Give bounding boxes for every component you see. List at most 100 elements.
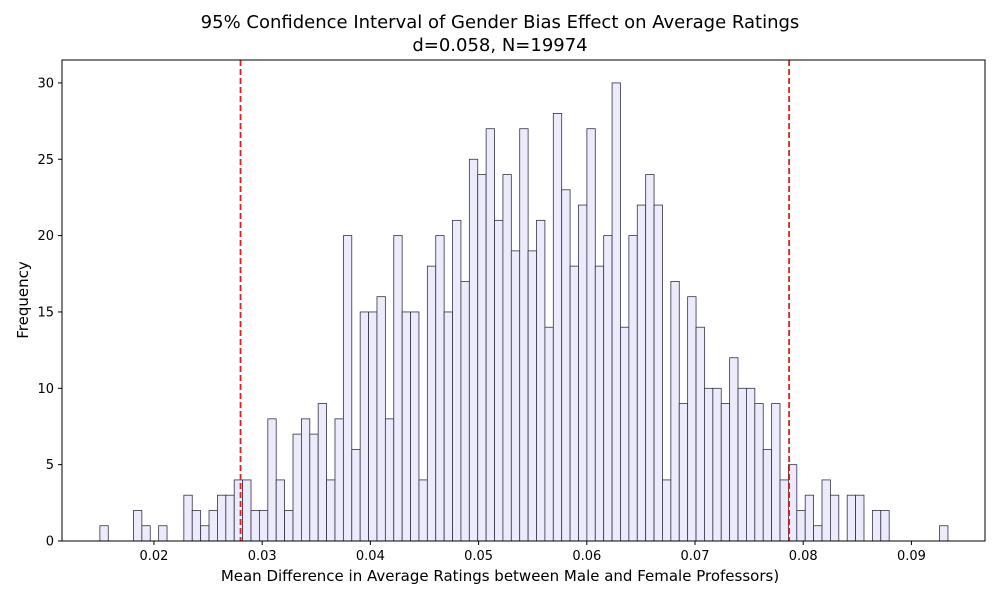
x-tick-label: 0.08 [789,549,818,564]
histogram-bar [468,158,479,542]
histogram-bar [578,204,588,542]
histogram-bar [779,479,789,542]
histogram-bar [586,128,596,542]
histogram-bar [561,189,571,542]
y-tick-label: 30 [37,76,54,91]
histogram-bar [620,326,630,542]
histogram-bar [611,82,621,542]
histogram-bar [99,525,109,542]
histogram-bar [678,403,689,542]
axes-group: 0.02 0.03 0.04 0.05 0.06 0.07 0.08 0.09 0 5 10 15 20… [37,59,986,564]
histogram-bar [804,494,815,542]
histogram-bar [191,510,202,542]
histogram-bar [939,525,949,542]
histogram-bar [519,128,529,542]
histogram-bar [158,525,168,542]
histogram-bar [242,479,252,542]
histogram-bar [494,219,504,542]
histogram-bar [653,204,663,542]
histogram-bar [829,494,840,542]
plot-frame [61,59,986,542]
histogram-bar [359,311,369,542]
histogram-bar [813,525,823,542]
histogram-bar [183,494,193,542]
histogram-bar [527,250,537,542]
y-tick-label: 10 [37,382,54,397]
histogram-bar [704,387,714,542]
ci-lines-group [239,60,791,541]
bars-group [99,82,949,542]
histogram-bar [662,479,672,542]
histogram-bar [384,418,395,542]
y-tick-label: 5 [46,458,54,473]
histogram-bar [443,311,453,542]
y-tick-label: 25 [37,153,54,168]
x-tick-label: 0.06 [572,549,601,564]
histogram-bar [569,265,579,542]
histogram-bar [636,204,647,542]
histogram-bar [628,235,638,542]
histogram-bar [393,235,403,542]
x-tick-label: 0.07 [681,549,710,564]
x-tick-label: 0.03 [248,549,277,564]
histogram-bar [502,174,512,542]
histogram-bar [603,235,613,542]
histogram-bar [746,387,756,542]
histogram-bar [284,510,294,542]
histogram-bar [309,433,319,542]
histogram-bar [259,510,269,542]
histogram-bar [401,311,411,542]
histogram-bar [645,174,655,542]
histogram-bar [695,326,705,542]
histogram-bar [687,296,697,542]
histogram-bar [250,510,260,542]
histogram-bar [368,311,378,542]
x-tick-label: 0.05 [464,549,493,564]
y-tick-label: 0 [46,535,54,550]
histogram-bar [821,479,831,542]
histogram-bar [594,265,605,542]
histogram-bar [771,403,781,542]
histogram-bar [720,403,731,542]
histogram-bar [510,250,521,542]
histogram-bar [133,510,143,542]
x-tick-label: 0.09 [897,549,926,564]
histogram-bar [729,357,739,542]
x-axis-label: Mean Difference in Average Ratings betwe… [220,567,780,585]
histogram-bar [334,418,344,542]
x-tick-label: 0.04 [356,549,385,564]
histogram-bar [871,510,882,542]
chart-subtitle: d=0.058, N=19974 [412,35,588,56]
histogram-bar [544,326,554,542]
histogram-bar [200,525,210,542]
histogram-bar [536,219,546,542]
chart-title: 95% Confidence Interval of Gender Bias E… [200,12,800,33]
histogram-bar [485,128,495,542]
histogram-bar [317,403,327,542]
y-tick-label: 15 [37,305,54,320]
histogram-bar [326,479,336,542]
histogram-bar [846,494,856,542]
histogram-bar [410,311,420,542]
histogram-bar [300,418,311,542]
histogram-bar [552,113,563,542]
y-axis-label: Frequency [14,261,32,339]
histogram-bar [762,448,773,542]
y-tick-label: 20 [37,229,54,244]
histogram-bar [267,418,277,542]
histogram-bar [796,510,806,542]
histogram-bar [292,433,302,542]
histogram-bar [376,296,386,542]
histogram-bar [880,510,890,542]
histogram-bar [712,387,722,542]
x-tick-label: 0.02 [139,549,168,564]
histogram-bar [208,510,218,542]
histogram-bar [342,235,353,542]
histogram-bar [426,265,437,542]
histogram-bar [141,525,151,542]
histogram-bar [737,387,747,542]
histogram-bar [460,281,470,542]
histogram-bar [275,479,286,542]
histogram-bar [351,448,361,542]
